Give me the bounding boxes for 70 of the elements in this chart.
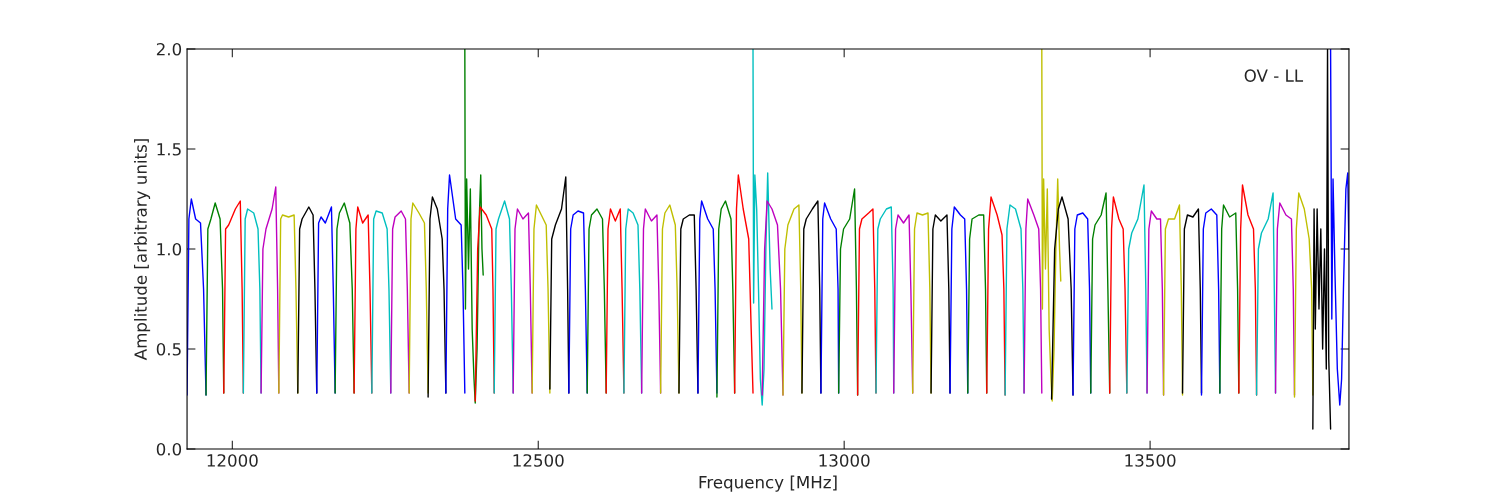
line-series: [568, 210, 588, 394]
line-series: [1050, 196, 1074, 400]
y-tick-label: 1.5: [157, 143, 181, 156]
line-series: [586, 208, 607, 394]
line-series: [782, 204, 803, 396]
line-series: [930, 214, 951, 394]
line-series: [297, 206, 318, 394]
line-series: [716, 200, 736, 398]
line-series: [605, 208, 625, 394]
line-series: [1274, 202, 1296, 396]
line-series: [223, 200, 245, 394]
line-series: [1181, 208, 1203, 394]
line-series: [1329, 49, 1349, 406]
x-axis-title: Frequency [MHz]: [699, 475, 837, 492]
y-axis-title: Amplitude [arbitrary units]: [134, 139, 151, 361]
line-series: [912, 212, 932, 394]
line-series: [949, 206, 969, 394]
line-series: [659, 204, 680, 394]
line-series: [390, 210, 410, 394]
line-series: [242, 208, 262, 394]
line-series: [260, 186, 280, 394]
line-series: [408, 202, 429, 394]
line-series: [1293, 192, 1314, 398]
line-series: [801, 200, 822, 394]
line-series: [474, 206, 495, 402]
line-series: [837, 188, 859, 396]
line-series: [464, 49, 484, 404]
line-series: [531, 204, 551, 394]
line-series: [371, 210, 392, 394]
line-series: [733, 174, 754, 394]
line-series: [427, 196, 447, 398]
y-tick-label: 0.5: [156, 342, 181, 356]
line-series: [1219, 204, 1240, 394]
line-series: [1146, 210, 1165, 396]
x-tick-label: 12000: [207, 454, 258, 467]
line-series: [278, 214, 299, 394]
line-series: [512, 208, 533, 394]
line-series: [986, 196, 1006, 396]
line-series: [1072, 212, 1092, 396]
x-tick-label: 13000: [819, 454, 870, 467]
line-series: [893, 214, 914, 394]
line-series: [697, 200, 718, 394]
line-series: [1090, 192, 1111, 394]
line-series: [1255, 192, 1277, 396]
line-series: [445, 174, 466, 394]
annotation: OV - LL: [1244, 69, 1304, 82]
x-tick-label: 13500: [1125, 454, 1176, 467]
line-series: [1023, 198, 1043, 394]
line-series: [1109, 196, 1128, 394]
line-series: [493, 200, 514, 394]
line-series: [1041, 49, 1062, 402]
line-series: [1162, 204, 1184, 396]
line-series: [761, 200, 784, 396]
line-series: [316, 206, 336, 394]
line-series: [1126, 184, 1148, 394]
line-series: [353, 206, 373, 394]
y-tick-label: 0.0: [156, 442, 182, 456]
line-series: [205, 202, 225, 396]
y-tick-label: 2.0: [156, 42, 182, 56]
x-tick-label: 12500: [513, 454, 564, 467]
line-series: [1200, 208, 1221, 396]
line-series: [1238, 184, 1258, 396]
line-series: [640, 208, 662, 394]
line-series: [623, 208, 643, 394]
line-series: [752, 49, 773, 406]
line-series: [856, 208, 877, 396]
line-series: [1004, 204, 1025, 396]
line-series: [678, 214, 699, 394]
line-series: [334, 202, 355, 394]
y-tick-label: 1.0: [157, 242, 182, 256]
